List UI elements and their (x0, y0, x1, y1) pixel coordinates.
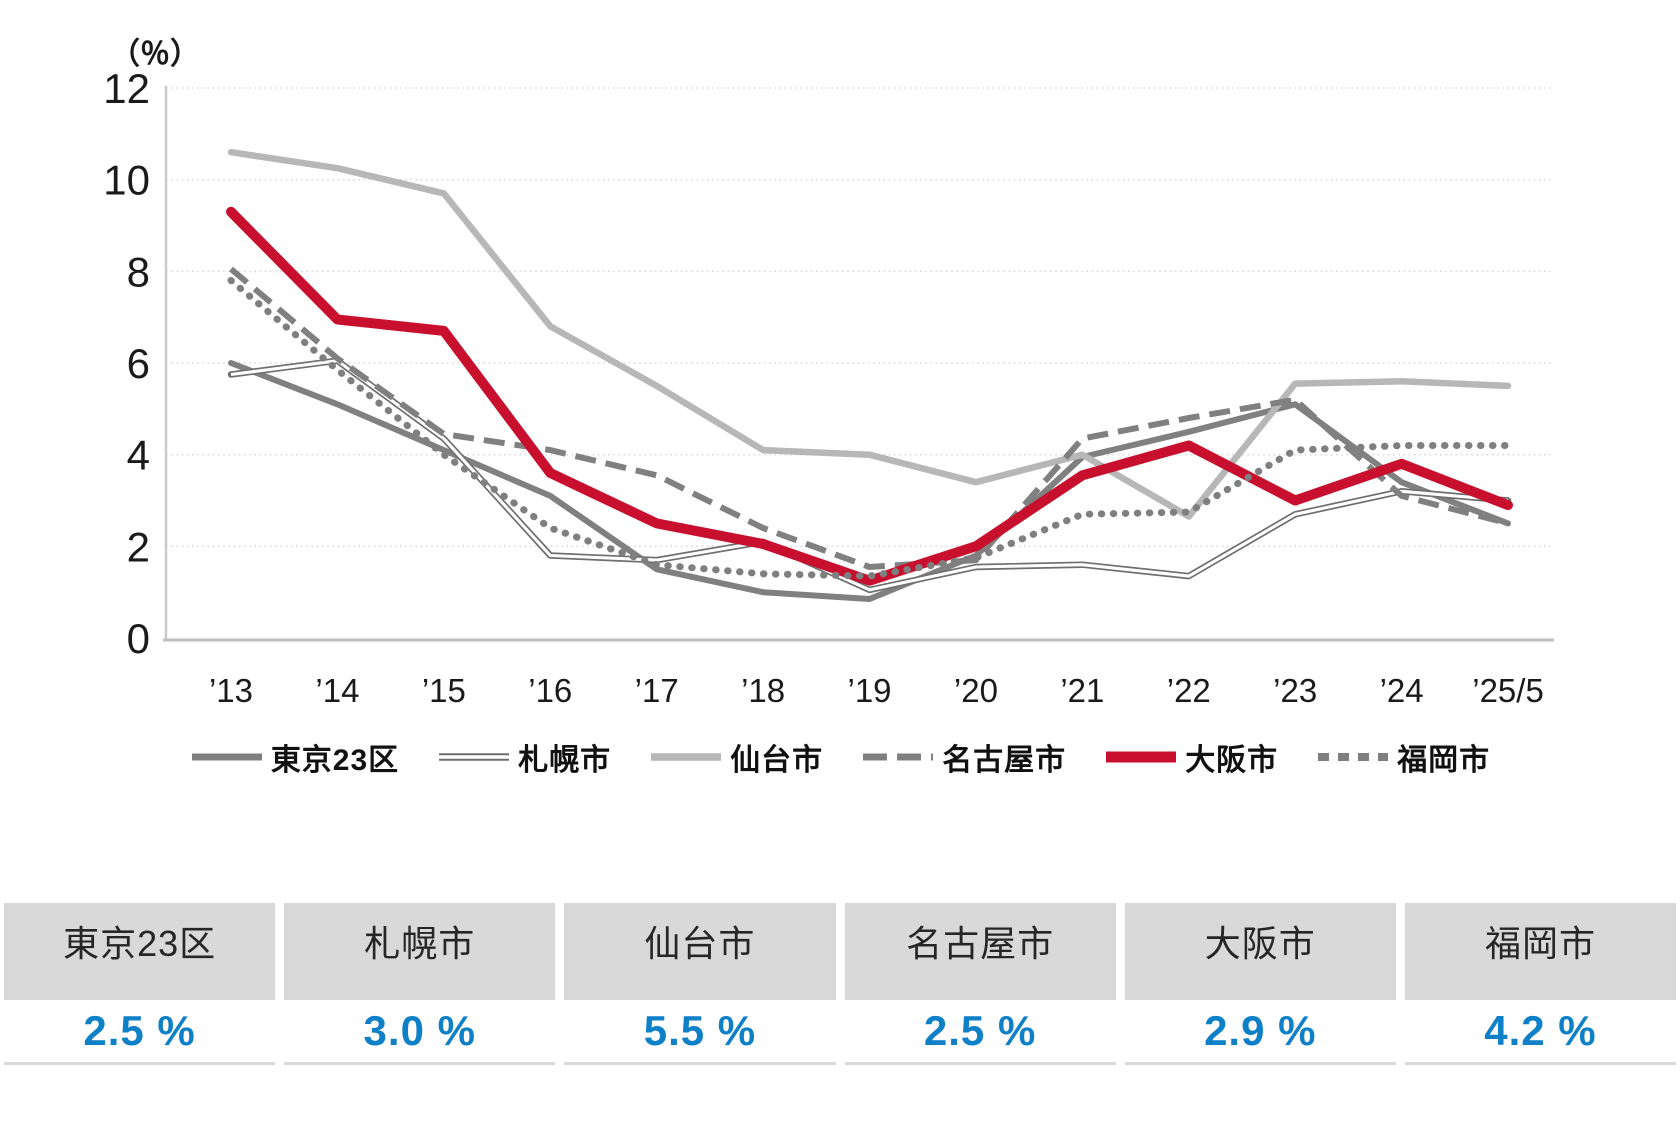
legend-label-sendai: 仙台市 (730, 744, 824, 777)
x-tick-label: ’15 (422, 672, 466, 709)
table-value-cell: 2.9 % (1124, 1000, 1396, 1065)
x-tick-label: ’13 (209, 672, 253, 709)
series-line-sapporo-inner (230, 359, 1509, 592)
legend-label-fukuoka: 福岡市 (1397, 744, 1491, 777)
legend-item-tokyo23: 東京23区 (190, 735, 399, 779)
legend-item-osaka: 大阪市 (1104, 735, 1278, 779)
legend-swatch-sapporo (439, 753, 510, 761)
line-chart: 0 2 4 6 8 10 12（％） ’13 ’14 ’15 ’16 ’17 ’18 ’19 ’20 ’21 ’… (103, 37, 1554, 709)
x-tick-label: ’25/5 (1472, 672, 1544, 709)
table-value-cell: 4.2 % (1404, 1000, 1677, 1065)
legend-label-tokyo23: 東京23区 (270, 744, 400, 777)
table-column: 東京23区 2.5 % (4, 903, 276, 1065)
x-tick-label: ’19 (847, 672, 891, 709)
table-value-cell: 2.5 % (4, 1000, 276, 1065)
y-tick-label: 6 (127, 340, 150, 387)
y-tick-label: 0 (127, 615, 150, 662)
legend-swatch-nagoya (863, 753, 934, 761)
table-header-cell: 名古屋市 (844, 903, 1116, 1000)
table-column: 名古屋市 2.5 % (844, 903, 1116, 1065)
y-axis-unit-label: （％） (110, 37, 200, 71)
series-line-sendai (227, 148, 1512, 520)
series-line-nagoya (229, 266, 1509, 570)
x-tick-label: ’14 (315, 672, 359, 709)
y-tick-label: 4 (127, 432, 150, 479)
table-header-cell: 仙台市 (564, 903, 836, 1000)
table-header-cell: 福岡市 (1404, 903, 1677, 1000)
legend-label-osaka: 大阪市 (1185, 744, 1279, 777)
legend-swatch-fukuoka (1318, 753, 1389, 761)
x-tick-label: ’20 (954, 672, 998, 709)
table-column: 福岡市 4.2 % (1404, 903, 1677, 1065)
x-tick-label: ’23 (1273, 672, 1317, 709)
x-tick-label: ’17 (635, 672, 679, 709)
table-value-cell: 2.5 % (844, 1000, 1116, 1065)
x-tick-label: ’24 (1380, 672, 1424, 709)
table-header-cell: 大阪市 (1124, 903, 1396, 1000)
legend-swatch-tokyo23 (191, 753, 262, 761)
legend-item-sendai: 仙台市 (649, 735, 823, 779)
x-tick-label: ’16 (528, 672, 572, 709)
series-line-osaka (226, 206, 1513, 586)
table-value-cell: 3.0 % (284, 1000, 556, 1065)
series-line-fukuoka (227, 277, 1512, 580)
x-tick-label: ’21 (1060, 672, 1104, 709)
legend-item-fukuoka: 福岡市 (1316, 735, 1490, 779)
table-column: 大阪市 2.9 % (1124, 903, 1396, 1065)
y-tick-label: 10 (103, 157, 150, 204)
legend-item-sapporo: 札幌市 (437, 735, 611, 779)
x-tick-label: ’18 (741, 672, 785, 709)
legend-swatch-sendai (651, 753, 722, 761)
y-tick-label: 8 (127, 248, 150, 295)
table-column: 札幌市 3.0 % (284, 903, 556, 1065)
y-tick-label: 12 (103, 65, 150, 112)
table-value-cell: 5.5 % (564, 1000, 836, 1065)
table-header-cell: 東京23区 (4, 903, 276, 1000)
legend-item-nagoya: 名古屋市 (861, 735, 1066, 779)
legend-swatch-osaka (1106, 751, 1177, 763)
legend-label-sapporo: 札幌市 (518, 744, 612, 777)
legend-label-nagoya: 名古屋市 (942, 744, 1067, 777)
series-line-sapporo (227, 357, 1512, 594)
series-line-tokyo23 (228, 360, 1511, 602)
table-column: 仙台市 5.5 % (564, 903, 836, 1065)
chart-legend: 東京23区 札幌市 仙台市 名古屋市 大阪市 福岡市 (0, 731, 1680, 783)
summary-table: 東京23区 2.5 % 札幌市 3.0 % 仙台市 5.5 % 名古屋市 2.5 % 大阪市 2.… (4, 903, 1677, 1065)
table-header-cell: 札幌市 (284, 903, 556, 1000)
y-tick-label: 2 (127, 523, 150, 570)
x-tick-label: ’22 (1167, 672, 1211, 709)
